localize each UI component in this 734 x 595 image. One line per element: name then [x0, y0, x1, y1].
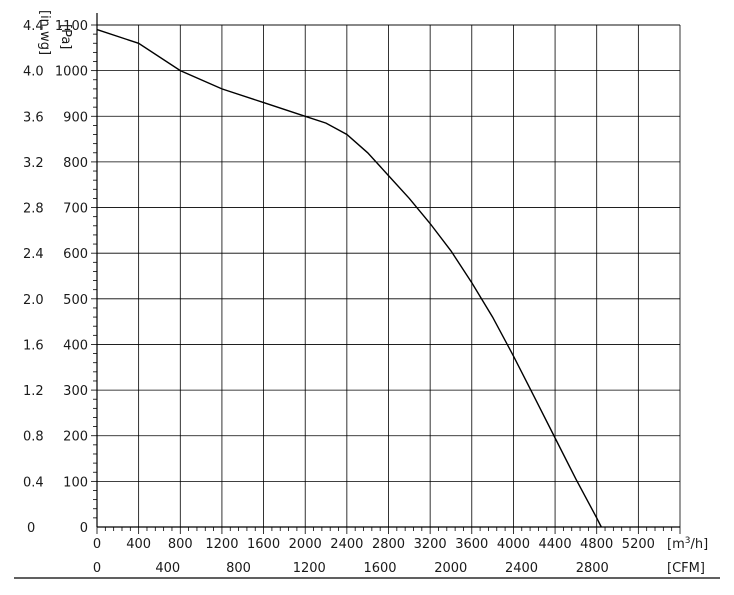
y-secondary-tick-label: 3.2	[23, 156, 44, 171]
y-secondary-tick-label: 4.4	[23, 19, 44, 34]
x-secondary-tick-label: 1200	[293, 561, 326, 576]
y-primary-tick-label: 0	[80, 521, 88, 536]
x-secondary-tick-label: 400	[155, 561, 180, 576]
x-primary-tick-label: 400	[126, 537, 151, 552]
y-secondary-tick-label: 1.2	[23, 384, 44, 399]
y-primary-tick-label: 500	[63, 293, 88, 308]
y-primary-tick-label: 900	[63, 110, 88, 125]
x-primary-tick-label: 4400	[539, 537, 572, 552]
x-secondary-tick-label: 2400	[505, 561, 538, 576]
x-tick-labels: 0 400 800 1200 1600 2000 2400 2800 3200 3600 4000 4…	[93, 537, 655, 576]
y-primary-tick-label: 700	[63, 202, 88, 217]
x-secondary-tick-label: 2000	[434, 561, 467, 576]
y-primary-tick-label: 300	[63, 384, 88, 399]
x-primary-tick-label: 800	[168, 537, 193, 552]
x-primary-tick-label: 5200	[622, 537, 655, 552]
x-primary-tick-label: 1200	[205, 537, 238, 552]
x-primary-tick-label: 4000	[497, 537, 530, 552]
x-primary-tick-label: 3200	[414, 537, 447, 552]
y-primary-tick-label: 600	[63, 247, 88, 262]
x-secondary-tick-label: 2800	[576, 561, 609, 576]
y-secondary-tick-label: 2.8	[23, 202, 44, 217]
x-primary-tick-label: 1600	[247, 537, 280, 552]
x-primary-tick-label: 2800	[372, 537, 405, 552]
pressure-curve	[96, 28, 602, 528]
y-secondary-tick-label: 3.6	[23, 110, 44, 125]
minor-ticks	[91, 24, 681, 534]
y-primary-unit-label: [Pa]	[58, 24, 73, 49]
y-secondary-tick-label: 0	[27, 521, 35, 536]
y-primary-tick-label: 200	[63, 430, 88, 445]
axes	[14, 13, 720, 579]
y-primary-tick-label: 1000	[55, 65, 88, 80]
y-primary-tick-label: 1100	[55, 19, 88, 34]
y-secondary-tick-label: 2.0	[23, 293, 44, 308]
x-primary-tick-label: 3600	[455, 537, 488, 552]
x-primary-tick-label: 2400	[330, 537, 363, 552]
y-secondary-unit-label: [in.wg]	[37, 10, 52, 55]
y-secondary-tick-label: 1.6	[23, 338, 44, 353]
x-primary-tick-label: 4800	[580, 537, 613, 552]
x-secondary-tick-label: 0	[93, 561, 101, 576]
x-secondary-tick-label: 800	[226, 561, 251, 576]
y-secondary-tick-label: 2.4	[23, 247, 44, 262]
y-secondary-tick-label: 0.4	[23, 475, 44, 490]
x-secondary-unit-label: [CFM]	[667, 561, 705, 576]
y-primary-tick-label: 400	[63, 338, 88, 353]
x-primary-unit-label: [m3/h]	[667, 536, 708, 552]
x-secondary-tick-label: 1600	[363, 561, 396, 576]
x-primary-tick-label: 2000	[289, 537, 322, 552]
y-primary-tick-label: 800	[63, 156, 88, 171]
grid-lines	[97, 24, 681, 527]
y-tick-labels: 0 0 0.4 100 0.8 200 1.2 300 1.6 400 2.0 500 2.4 600 2.…	[23, 19, 88, 536]
y-primary-tick-label: 100	[63, 475, 88, 490]
x-primary-tick-label: 0	[93, 537, 101, 552]
y-secondary-tick-label: 0.8	[23, 430, 44, 445]
y-secondary-tick-label: 4.0	[23, 65, 44, 80]
